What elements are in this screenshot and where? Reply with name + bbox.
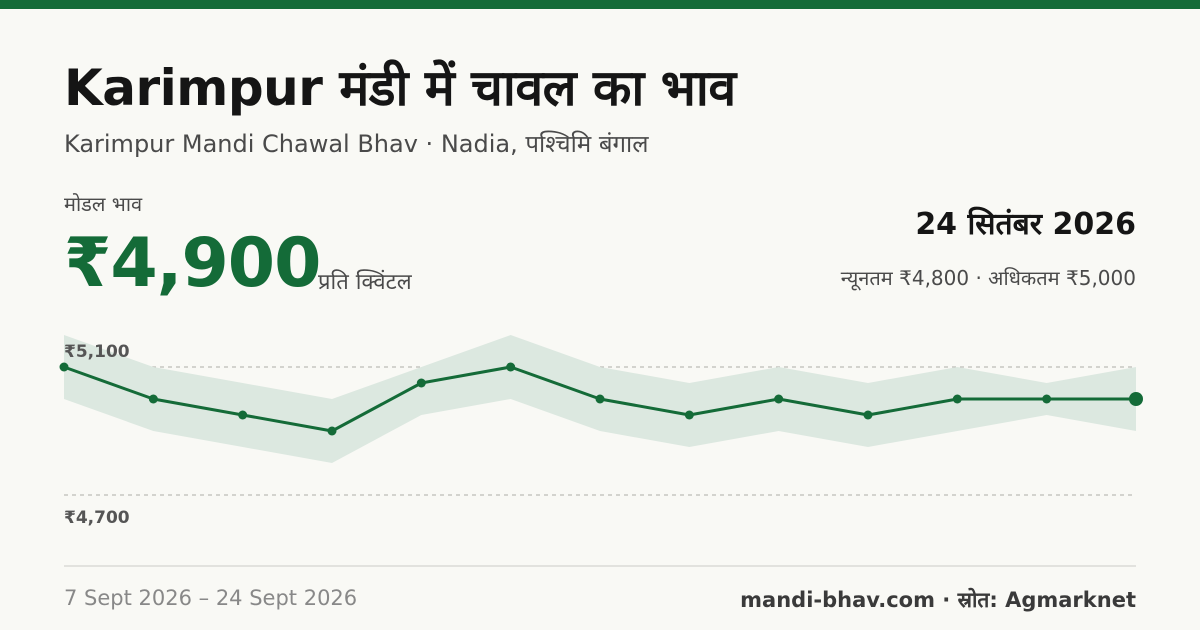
data-point	[59, 362, 69, 372]
top-accent-bar	[0, 0, 1200, 9]
price-date: 24 सितंबर 2026	[915, 207, 1136, 242]
data-point	[952, 394, 962, 404]
data-point	[684, 410, 694, 420]
modal-price-label: मोडल भाव	[64, 192, 143, 216]
data-point	[148, 394, 158, 404]
date-period: 7 Sept 2026 – 24 Sept 2026	[64, 586, 358, 610]
price-unit: प्रति क्विंटल	[318, 270, 412, 295]
data-point	[1042, 394, 1052, 404]
latest-data-point	[1129, 392, 1143, 406]
data-point	[238, 410, 248, 420]
modal-price-value: ₹4,900	[64, 224, 321, 303]
data-point	[595, 394, 605, 404]
price-chart: ₹5,100 ₹4,700	[59, 335, 1143, 528]
source-credit: mandi-bhav.com · स्रोत: Agmarknet	[740, 588, 1136, 612]
data-points	[59, 362, 1143, 436]
y-axis-labels: ₹5,100 ₹4,700	[64, 342, 130, 528]
y-tick-label: ₹5,100	[64, 342, 130, 362]
data-point	[416, 378, 426, 388]
price-range: न्यूनतम ₹4,800 · अधिकतम ₹5,000	[840, 266, 1136, 290]
page-title: Karimpur मंडी में चावल का भाव	[64, 59, 736, 117]
data-point	[774, 394, 784, 404]
y-tick-label: ₹4,700	[64, 508, 130, 528]
data-point	[327, 426, 337, 436]
footer-divider	[64, 565, 1136, 567]
data-point	[506, 362, 516, 372]
data-point	[863, 410, 873, 420]
page-subtitle: Karimpur Mandi Chawal Bhav · Nadia, पश्च…	[64, 130, 649, 158]
